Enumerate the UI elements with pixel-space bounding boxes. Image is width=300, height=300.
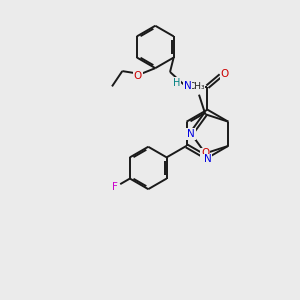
Text: N: N [203, 154, 211, 164]
Text: CH₃: CH₃ [188, 82, 205, 91]
Text: O: O [220, 69, 229, 79]
Text: N: N [184, 81, 191, 91]
Text: N: N [187, 129, 195, 139]
Text: O: O [201, 148, 209, 158]
Text: H: H [173, 78, 181, 88]
Text: O: O [134, 71, 142, 81]
Text: F: F [112, 182, 118, 192]
